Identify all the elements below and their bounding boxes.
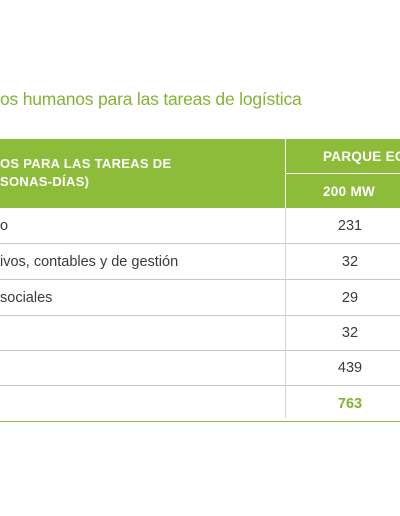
table-row: ivos, contables y de gestión 32 <box>0 244 400 280</box>
total-value: 763 <box>337 396 363 412</box>
header-col1-line1: OS PARA LAS TAREAS DE <box>0 156 172 171</box>
row-value: 29 <box>341 290 359 306</box>
table-row: 32 <box>0 315 400 351</box>
row-label: o <box>0 218 9 234</box>
row-value: 231 <box>337 218 363 234</box>
row-value: 32 <box>341 254 359 270</box>
header-col1-line2: SONAS-DÍAS) <box>0 174 90 189</box>
table-row: o 231 <box>0 208 400 244</box>
row-label: ivos, contables y de gestión <box>0 254 179 270</box>
table-row: sociales 29 <box>0 280 400 316</box>
column-divider <box>285 208 286 418</box>
header-subdivider <box>285 173 400 174</box>
row-value: 32 <box>341 325 359 341</box>
row-label: sociales <box>0 290 53 306</box>
table-row: 439 <box>0 350 400 386</box>
header-col2-title: PARQUE EO <box>323 149 400 164</box>
header-col2-subtitle: 200 MW <box>323 184 376 199</box>
table-title: os humanos para las tareas de logística <box>0 89 302 109</box>
row-value: 439 <box>337 360 363 376</box>
total-row: 763 <box>0 386 400 422</box>
